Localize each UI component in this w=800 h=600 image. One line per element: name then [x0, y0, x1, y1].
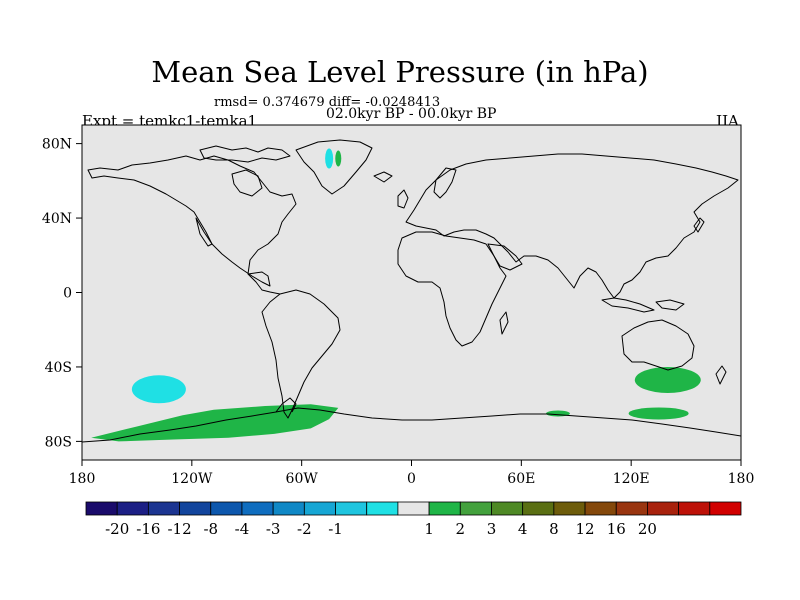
- coast-japan: [693, 217, 705, 233]
- coast-indonesia: [601, 297, 655, 313]
- rmsd-diff-stats: rmsd= 0.374679 diff= -0.0248413: [214, 95, 441, 110]
- coast-madagascar: [499, 311, 509, 335]
- colorbar-swatch: [491, 501, 524, 516]
- colorbar-swatch: [522, 501, 555, 516]
- colorbar-swatch: [366, 501, 399, 516]
- coastlines: [82, 139, 741, 443]
- coast-new-zealand: [715, 365, 727, 385]
- colorbar-swatch: [459, 501, 492, 516]
- colorbar-swatch: [678, 501, 711, 516]
- colorbar-swatch: [647, 501, 680, 516]
- coast-greenland: [295, 139, 373, 195]
- lon-tick-label: 60W: [286, 471, 319, 487]
- colorbar-swatch: [116, 501, 149, 516]
- colorbar-label: 1: [424, 520, 434, 538]
- anomaly-layer: [91, 148, 701, 442]
- colorbar-label: 2: [456, 520, 466, 538]
- latitude-axis: 80N 40N 0 40S 80S: [42, 137, 82, 450]
- colorbar-swatch: [210, 501, 243, 516]
- colorbar-swatch: [709, 501, 742, 516]
- anomaly-greenland-positive: [335, 150, 342, 167]
- colorbar-swatch: [85, 501, 118, 516]
- lat-tick-label: 40N: [42, 211, 72, 227]
- colorbar-swatch: [147, 501, 180, 516]
- lon-tick-label: 180: [728, 471, 755, 487]
- colorbar-label: -4: [235, 520, 250, 538]
- colorbar-label: -12: [167, 520, 191, 538]
- colorbar-swatch: [335, 501, 368, 516]
- coast-australia: [621, 319, 695, 371]
- coast-antarctica: [82, 407, 741, 443]
- colorbar-label: 12: [576, 520, 595, 538]
- colorbar-label: 4: [518, 520, 528, 538]
- lat-tick-label: 0: [63, 286, 72, 302]
- coast-africa: [397, 231, 507, 347]
- longitude-axis: 180 120W 60W 0 60E 120E 180: [69, 460, 755, 487]
- anomaly-south-pacific-negative: [131, 375, 186, 404]
- colorbar-label: -1: [328, 520, 343, 538]
- colorbar-swatch: [584, 501, 617, 516]
- colorbar-label: 3: [487, 520, 497, 538]
- coast-british-isles: [397, 189, 409, 209]
- colorbar-swatch: [615, 501, 648, 516]
- colorbar-label: 16: [607, 520, 626, 538]
- lon-tick-label: 60E: [507, 471, 535, 487]
- colorbar-label: -8: [203, 520, 218, 538]
- colorbar-label: -16: [136, 520, 160, 538]
- anomaly-south-australia-positive: [634, 366, 701, 393]
- colorbar-label: 8: [549, 520, 559, 538]
- colorbar-swatch: [303, 501, 336, 516]
- lon-tick-label: 0: [407, 471, 416, 487]
- colorbar-label: -20: [105, 520, 129, 538]
- coast-scandinavia: [433, 167, 457, 199]
- lat-tick-label: 40S: [45, 360, 72, 376]
- coast-iceland: [373, 171, 393, 183]
- anomaly-greenland-negative: [325, 148, 334, 169]
- colorbar-label: -2: [297, 520, 312, 538]
- lon-tick-label: 180: [69, 471, 96, 487]
- lat-tick-label: 80N: [42, 137, 72, 153]
- time-period-label: 02.0kyr BP - 00.0kyr BP: [326, 106, 497, 122]
- lon-tick-label: 120W: [171, 471, 213, 487]
- colorbar-swatch: [241, 501, 274, 516]
- lon-tick-label: 120E: [613, 471, 650, 487]
- lat-tick-label: 80S: [45, 434, 72, 450]
- colorbar-label: -3: [266, 520, 281, 538]
- coast-north-america: [87, 155, 297, 287]
- colorbar-swatch: [179, 501, 212, 516]
- coast-hudson-bay: [231, 169, 263, 197]
- anomaly-southern-ocean-positive: [628, 407, 689, 420]
- coast-baja: [195, 217, 213, 247]
- colorbar-swatch: [553, 501, 586, 516]
- colorbar: -20 -16 -12 -8 -4 -3 -2 -1 1 2 3 4 8 12 16 20: [85, 501, 742, 538]
- coast-arctic-islands: [199, 145, 291, 163]
- coast-arabia: [487, 243, 523, 271]
- colorbar-label: 20: [638, 520, 657, 538]
- map-background: [82, 125, 741, 460]
- coast-new-guinea: [655, 299, 685, 311]
- colorbar-swatch: [397, 501, 430, 516]
- coast-eurasia: [405, 153, 739, 299]
- colorbar-swatch: [428, 501, 461, 516]
- coast-central-america: [247, 273, 281, 295]
- coast-antarctic-peninsula: [275, 397, 297, 413]
- colorbar-swatch: [272, 501, 305, 516]
- plot-title: Mean Sea Level Pressure (in hPa): [151, 55, 649, 89]
